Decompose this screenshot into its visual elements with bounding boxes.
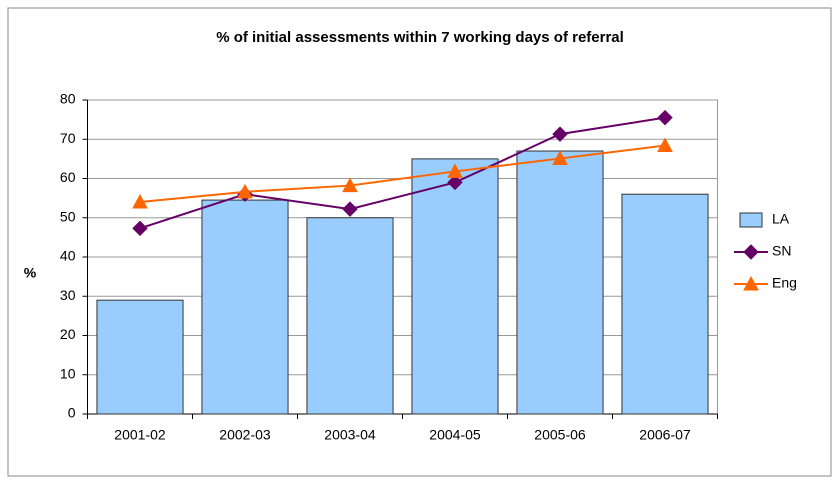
point	[657, 109, 673, 126]
x-tick-label: 2003-04	[324, 427, 376, 443]
legend-marker	[743, 275, 759, 291]
y-tick-label: 70	[60, 130, 76, 146]
y-tick-label: 50	[60, 208, 76, 224]
chart-title: % of initial assessments within 7 workin…	[216, 29, 624, 46]
y-tick-label: 0	[68, 405, 76, 421]
point	[447, 174, 463, 191]
y-axis-label: %	[24, 265, 37, 281]
point	[237, 183, 253, 199]
y-tick-label: 80	[60, 91, 76, 107]
line	[139, 116, 666, 230]
point	[132, 220, 148, 237]
bar	[621, 193, 709, 415]
legend-swatch	[739, 212, 763, 228]
legend-label: LA	[772, 211, 790, 227]
y-tick-label: 10	[60, 365, 76, 381]
legend-label: Eng	[772, 275, 797, 291]
bar	[201, 199, 289, 415]
x-tick-label: 2004-05	[429, 427, 481, 443]
x-tick-label: 2005-06	[534, 427, 586, 443]
legend-marker	[743, 244, 759, 260]
point	[657, 137, 673, 153]
y-tick-label: 20	[60, 326, 76, 342]
x-tick-label: 2001-02	[114, 427, 166, 443]
line	[139, 144, 666, 204]
point	[342, 177, 358, 193]
y-tick-label: 40	[60, 248, 76, 264]
x-tick-label: 2006-07	[639, 427, 691, 443]
x-tick-label: 2002-03	[219, 427, 271, 443]
y-tick-label: 30	[60, 287, 76, 303]
bar	[96, 299, 184, 415]
bar	[306, 217, 394, 415]
point	[552, 150, 568, 165]
point	[552, 126, 568, 142]
y-tick-label: 60	[60, 169, 76, 185]
legend-label: SN	[772, 243, 791, 259]
point	[342, 201, 358, 217]
bar	[516, 150, 604, 415]
bar	[411, 158, 499, 415]
point	[132, 193, 148, 209]
point	[447, 163, 463, 178]
